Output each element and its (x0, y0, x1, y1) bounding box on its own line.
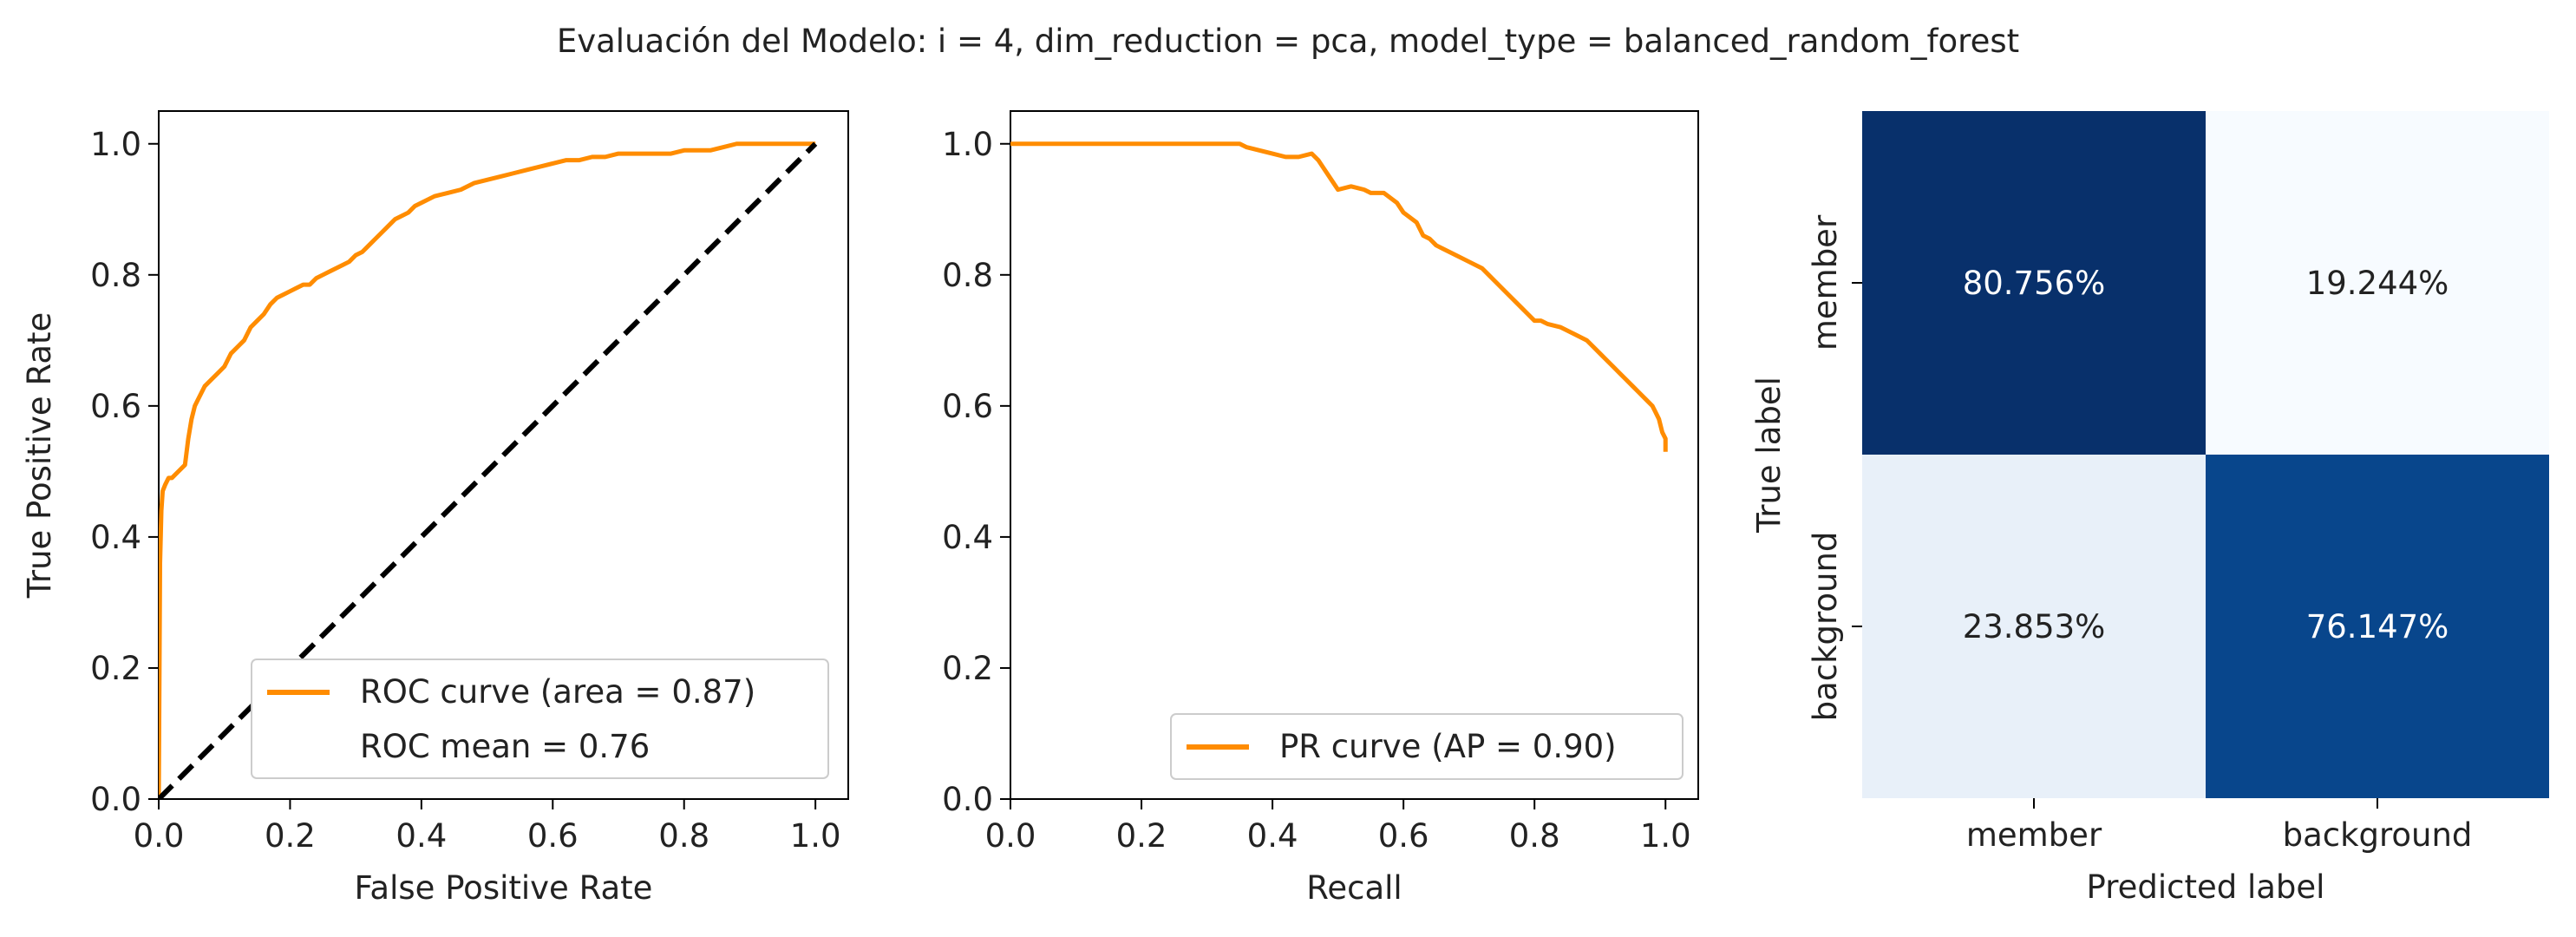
cm-x-axis-label: Predicted label (2087, 868, 2325, 906)
x-tick-label: 1.0 (790, 817, 841, 855)
cm-cell (1862, 111, 2206, 455)
y-tick-label: 0.8 (90, 257, 141, 294)
legend-label: ROC curve (area = 0.87) (360, 673, 755, 711)
x-axis-label: False Positive Rate (355, 869, 653, 907)
curve-line-0 (1010, 141, 1668, 452)
cm-cell (2206, 111, 2549, 455)
cm-cell (2206, 455, 2549, 798)
cm-cell-label: 23.853% (1963, 608, 2106, 645)
y-tick-label: 1.0 (90, 126, 141, 163)
roc-chart: 0.00.0 0.2 0.2 0.4 0.4 0.6 0.6 0.8 0.8 1.0 1.0 Fals… (21, 110, 849, 907)
x-tick-label: 0.8 (658, 817, 709, 855)
y-tick-label: 1.0 (942, 126, 993, 163)
cm-x-tick-label: background (2283, 816, 2473, 854)
plot-frame (158, 110, 849, 800)
y-tick-label: 0.6 (90, 388, 141, 425)
x-tick-label: 0.0 (134, 817, 185, 855)
confusion-matrix-chart: 80.756% 19.244% 23.853% 76.147% member backgr… (1750, 111, 2549, 906)
legend-label: ROC mean = 0.76 (360, 728, 650, 765)
y-tick-label: 0.0 (90, 781, 141, 818)
cm-cell-label: 19.244% (2306, 265, 2449, 302)
pr-chart: 0.00.0 0.2 0.2 0.4 0.4 0.6 0.6 0.8 0.8 1.0 1.0 Reca… (942, 110, 1699, 907)
figure-title: Evaluación del Modelo: i = 4, dim_reduct… (557, 23, 2019, 60)
cm-cell-label: 80.756% (1963, 265, 2106, 302)
x-axis-label: Recall (1306, 869, 1402, 907)
x-tick-label: 0.8 (1509, 817, 1560, 855)
x-tick-label: 0.4 (1247, 817, 1298, 855)
cm-y-tick-label: background (1807, 532, 1844, 722)
legend-box (1170, 713, 1684, 780)
y-tick-label: 0.4 (90, 519, 141, 556)
legend-label: PR curve (AP = 0.90) (1279, 728, 1617, 765)
cm-cell (1862, 455, 2206, 798)
plot-frame (1010, 110, 1699, 800)
y-tick-label: 0.2 (90, 650, 141, 687)
cm-x-tick-label: member (1966, 816, 2102, 854)
x-tick-label: 0.6 (527, 817, 579, 855)
cm-cell-label: 76.147% (2306, 608, 2449, 645)
x-tick-label: 0.0 (985, 817, 1036, 855)
cm-y-axis-label: True label (1750, 377, 1788, 534)
y-tick-label: 0.4 (942, 519, 993, 556)
y-tick-label: 0.6 (942, 388, 993, 425)
y-tick-label: 0.0 (942, 781, 993, 818)
x-tick-label: 0.2 (265, 817, 316, 855)
legend-box (251, 659, 829, 779)
x-tick-label: 0.4 (396, 817, 447, 855)
x-tick-label: 1.0 (1640, 817, 1691, 855)
cm-y-tick-label: member (1807, 214, 1844, 351)
x-tick-label: 0.6 (1378, 817, 1429, 855)
y-axis-label: True Positive Rate (21, 312, 58, 600)
curve-line-0 (159, 141, 816, 799)
y-tick-label: 0.2 (942, 650, 993, 687)
y-tick-label: 0.8 (942, 257, 993, 294)
x-tick-label: 0.2 (1116, 817, 1167, 855)
